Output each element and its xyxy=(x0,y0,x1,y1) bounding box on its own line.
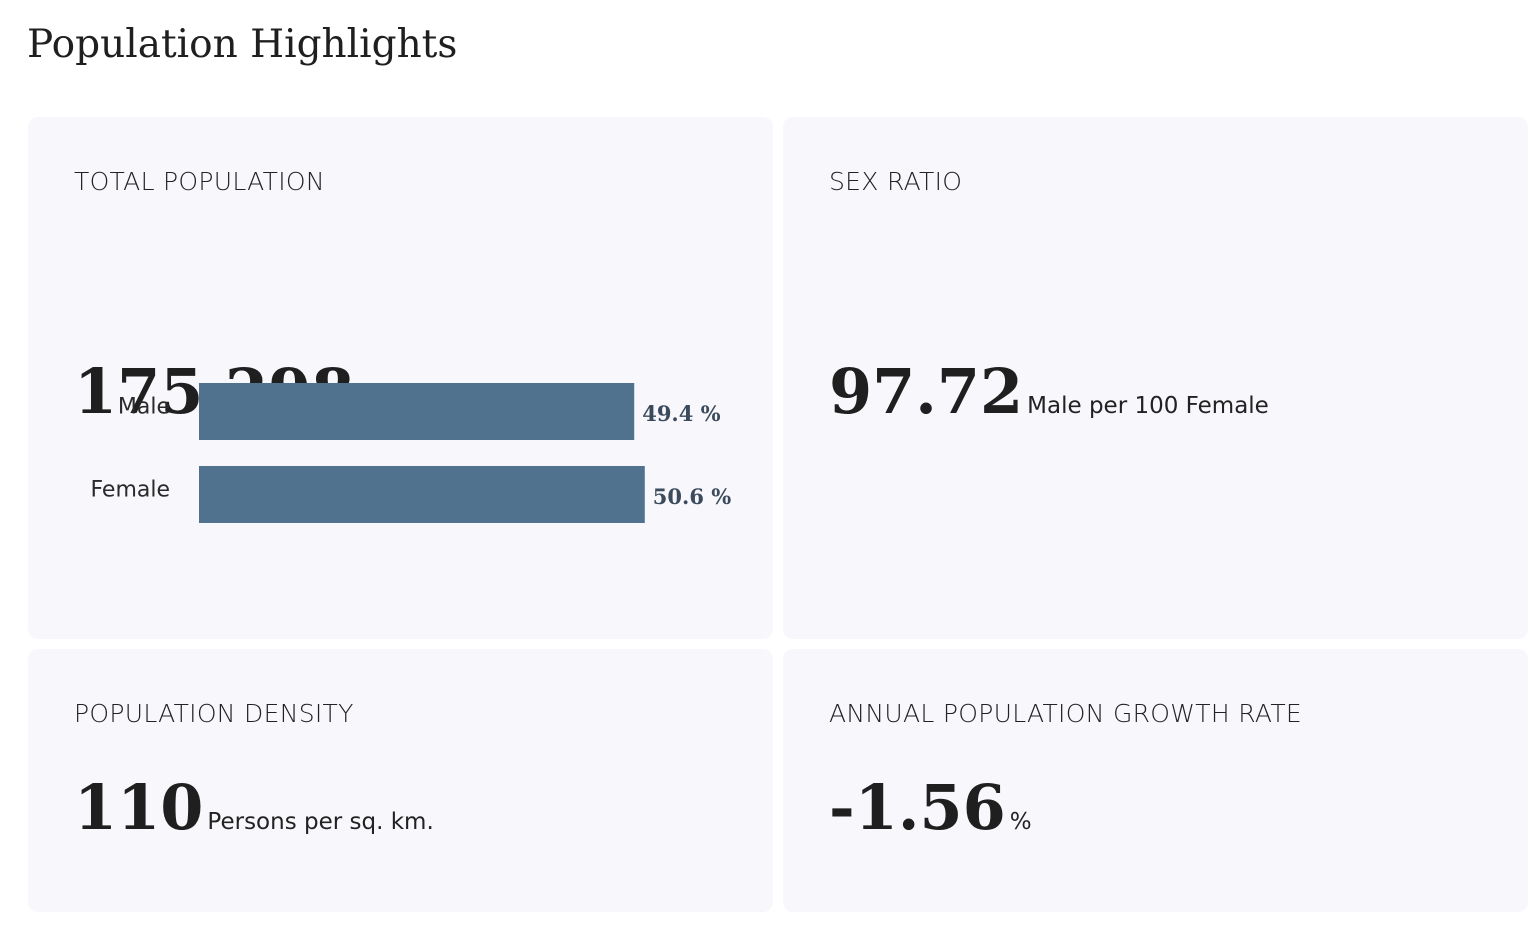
card: POPULATION DENSITY 110 Persons per sq. km… xyxy=(28,649,773,912)
card: ANNUAL POPULATION GROWTH RATE -1.56% xyxy=(783,649,1528,912)
value-label: 50.6 % xyxy=(653,484,731,509)
value-label: 49.4 % xyxy=(642,401,720,426)
metric: 97.72 Male per 100 Female xyxy=(829,355,1269,428)
bar xyxy=(199,383,635,440)
card-label: POPULATION DENSITY xyxy=(74,699,354,728)
card-label: SEX RATIO xyxy=(829,167,963,196)
card-label: TOTAL POPULATION xyxy=(74,167,325,196)
metric: -1.56% xyxy=(829,771,1032,844)
category-label: Female xyxy=(90,478,170,503)
bar-chart: Male 49.4 % Female 50.6 % xyxy=(90,383,731,523)
metric-unit: Persons per sq. km. xyxy=(207,809,434,835)
metric-unit: % xyxy=(1009,809,1032,835)
metric-value: -1.56 xyxy=(829,771,1006,844)
metric-value: 110 xyxy=(74,771,204,844)
metric-value: 97.72 xyxy=(829,355,1024,428)
card-label: ANNUAL POPULATION GROWTH RATE xyxy=(829,699,1302,728)
metric-unit: Male per 100 Female xyxy=(1027,393,1269,419)
category-label: Male xyxy=(118,395,170,420)
metric: 110 Persons per sq. km. xyxy=(74,771,434,844)
card: SEX RATIO 97.72 Male per 100 Female xyxy=(783,117,1528,639)
bar xyxy=(199,466,645,523)
page-title: Population Highlights xyxy=(27,22,458,67)
